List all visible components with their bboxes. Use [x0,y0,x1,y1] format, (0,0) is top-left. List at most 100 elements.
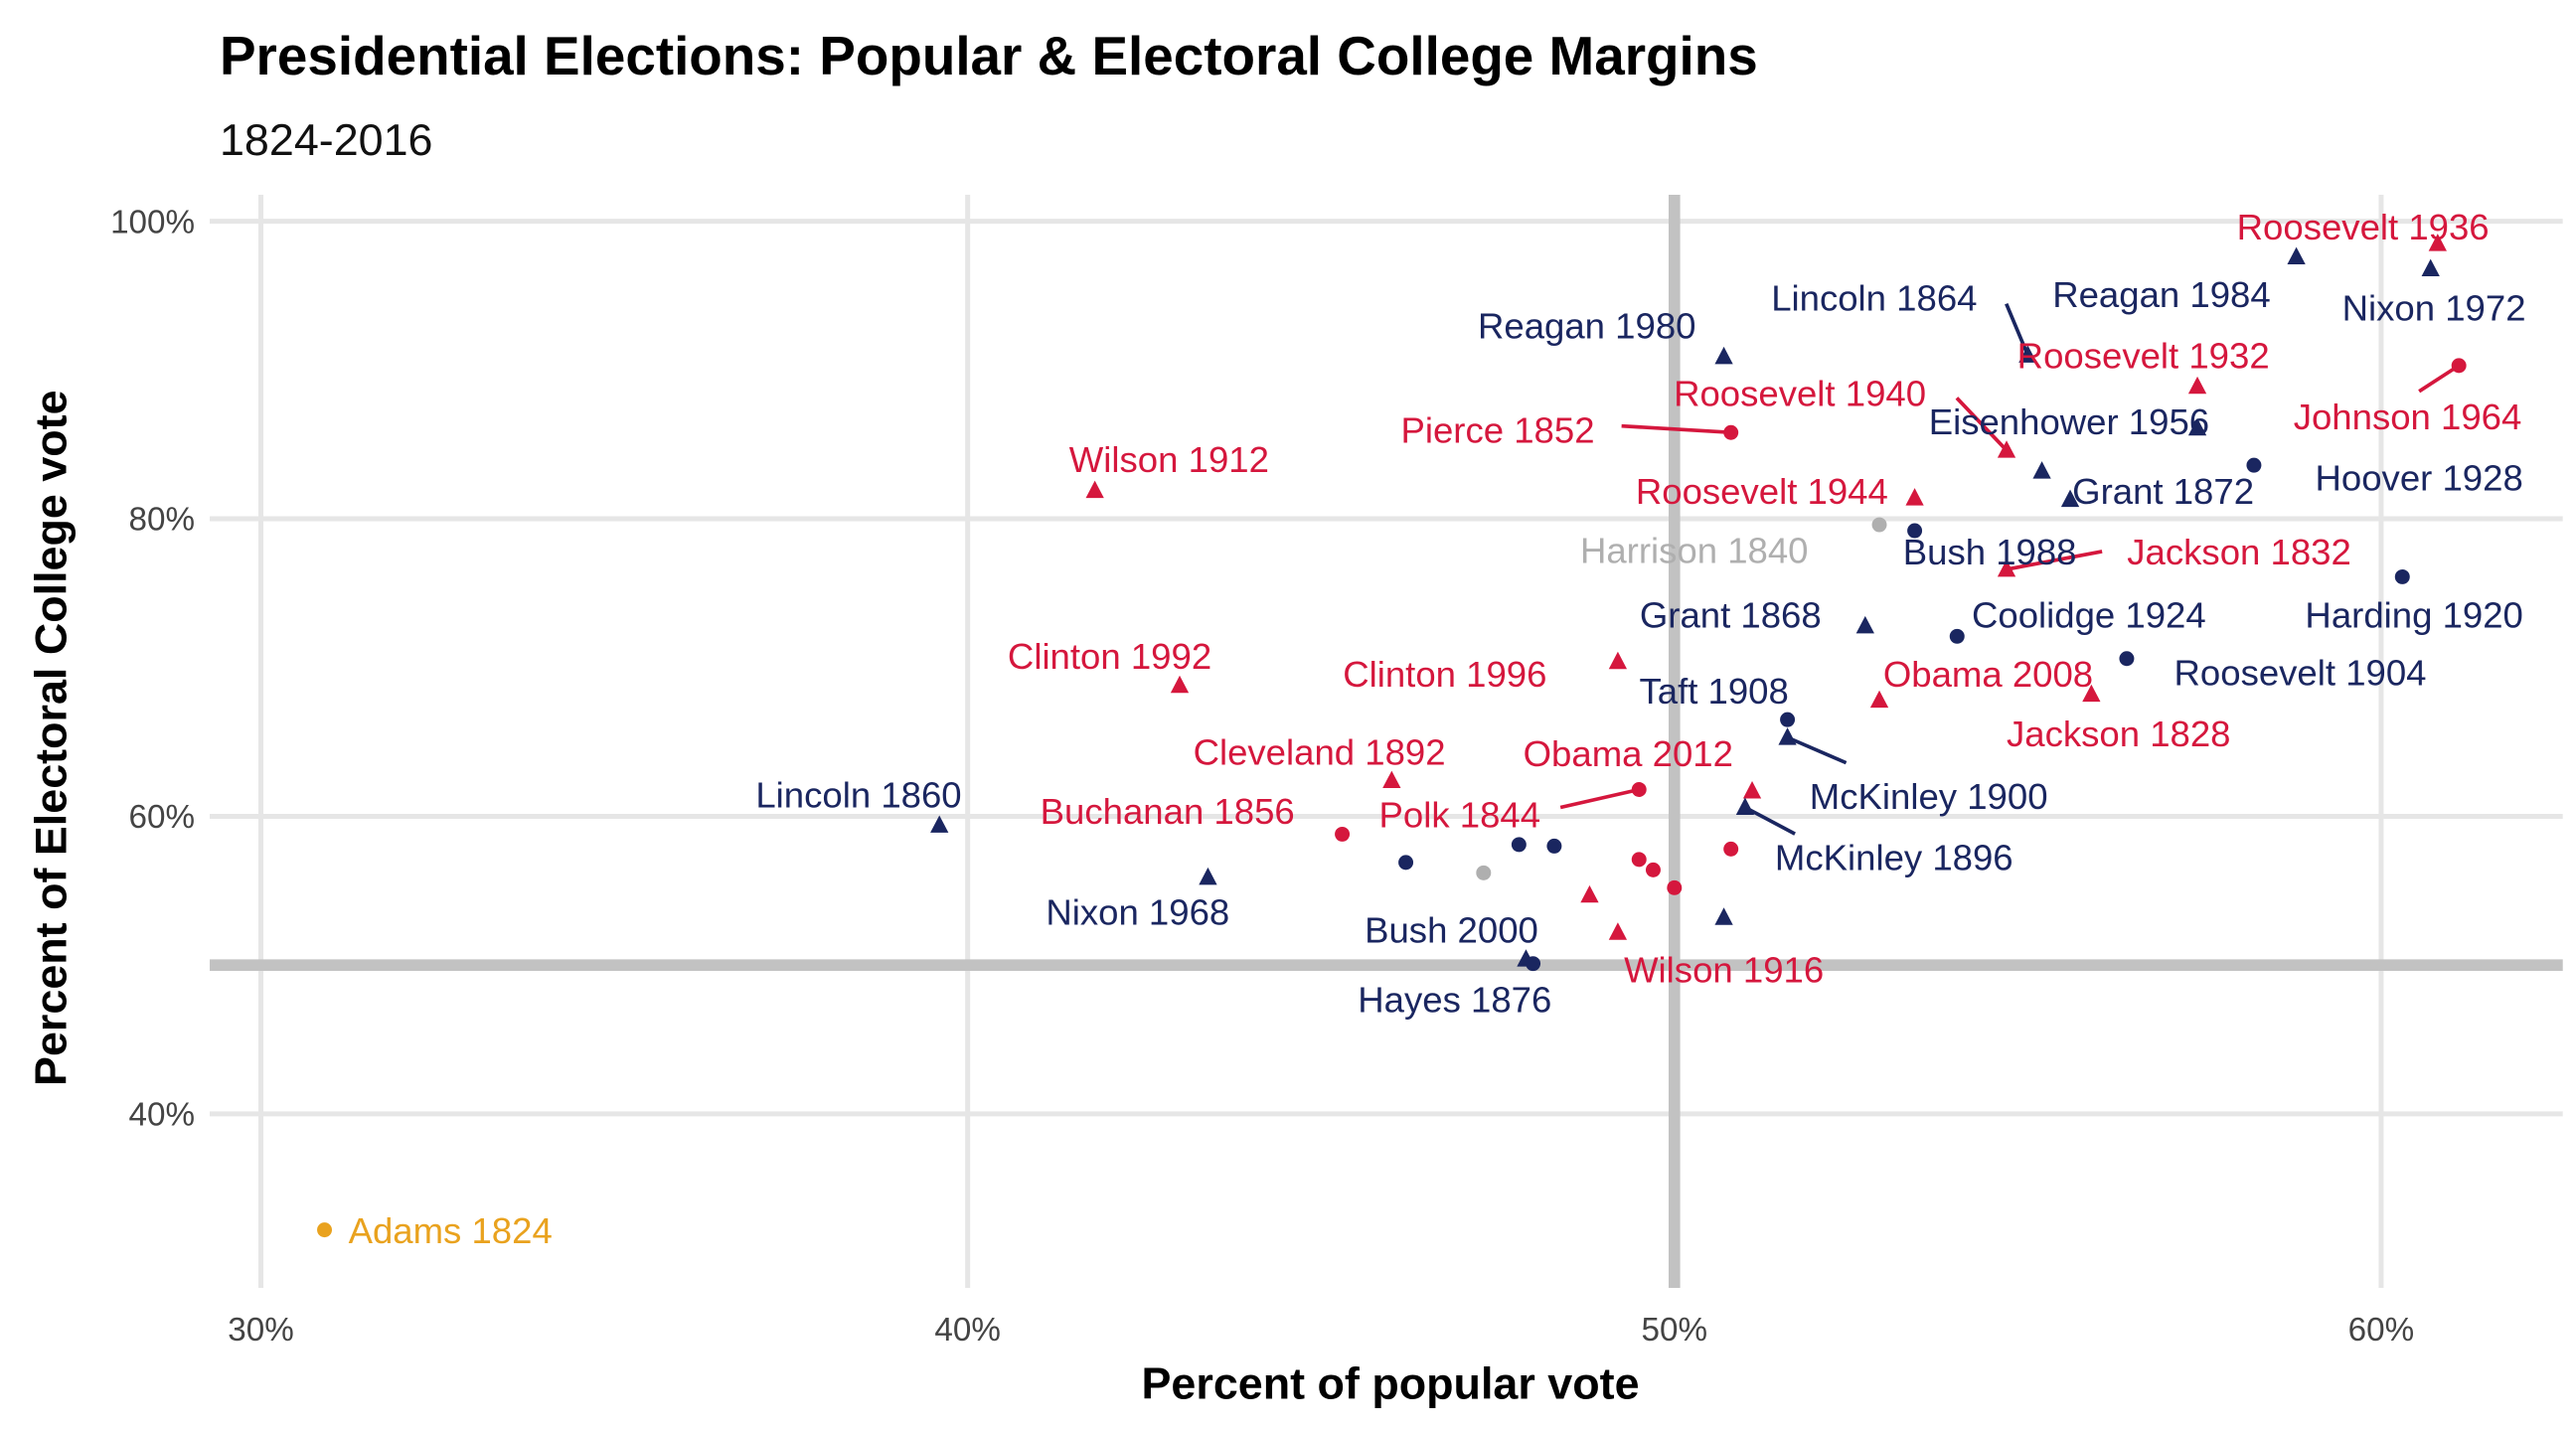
triangle-point [2060,489,2080,508]
circle-point [1335,826,1351,842]
triangle-point [2018,345,2037,363]
x-tick-label: 50% [1642,1312,1708,1349]
leader-line [1786,735,1848,765]
point-label: Grant 1872 [2072,471,2254,512]
point-label: Grant 1868 [1640,594,1822,635]
y-tick-label: 80% [129,502,196,539]
circle-point [1631,782,1647,797]
y-tick-label: 60% [129,799,196,836]
point-label: McKinley 1900 [1810,776,2048,817]
point-label: Roosevelt 1932 [2017,336,2270,377]
chart-title: Presidential Elections: Popular & Electo… [220,25,1758,86]
point-label: Roosevelt 1904 [2174,653,2427,694]
point-label: McKinley 1896 [1775,838,2013,878]
circle-point [1511,837,1527,853]
point-label: Polk 1844 [1379,794,1541,835]
x-tick-label: 30% [228,1312,294,1349]
point-labels: Roosevelt 1936 Reagan 1984 Nixon 1972 Linco… [349,207,2526,1251]
circle-point [1526,956,1541,972]
point-label: Obama 2008 [1883,654,2093,695]
triangle-point [1199,867,1217,885]
triangle-point [1855,615,1874,634]
point-label: Coolidge 1924 [1972,594,2206,635]
leader-line [1955,397,2009,452]
point-label: Lincoln 1864 [1771,277,1977,318]
circle-point [1780,712,1796,727]
point-label: Reagan 1984 [2052,274,2270,315]
triangle-point [1735,797,1755,815]
circle-point [1667,879,1683,895]
triangle-point [2032,461,2051,479]
tick-labels: 30% 40% 50% 60% 40% 60% 80% 100% [110,204,2414,1349]
point-label: Obama 2012 [1524,733,1733,774]
x-tick-label: 60% [2348,1312,2415,1349]
gridlines [210,195,2563,1288]
chart-subtitle: 1824-2016 [220,114,433,165]
leader-line [1559,787,1640,810]
point-label: Eisenhower 1956 [1929,401,2209,442]
triangle-point [2287,246,2306,265]
point-label: Reagan 1980 [1478,306,1695,347]
point-label: Roosevelt 1936 [2237,207,2490,247]
circle-point [2119,651,2135,667]
label-leader-lines [1559,303,2461,836]
triangle-point [930,815,949,833]
y-tick-label: 40% [129,1097,196,1134]
point-label: Hoover 1928 [2316,457,2523,498]
triangle-point [1997,558,2016,577]
point-label: Jackson 1832 [2127,532,2351,572]
point-label: Lincoln 1860 [755,774,961,815]
point-label: Wilson 1912 [1069,439,1269,480]
triangle-point [1170,675,1190,694]
point-label: Nixon 1972 [2342,287,2526,328]
leader-line [2418,364,2461,394]
triangle-point [1778,727,1797,745]
triangle-point [1742,781,1762,799]
point-label: Bush 2000 [1365,910,1538,951]
circle-point [1949,628,1965,644]
point-label: Harding 1920 [2305,594,2522,635]
triangle-point [1608,651,1628,670]
y-tick-label: 100% [110,204,195,240]
circle-point [1907,523,1923,539]
triangle-point [2421,258,2440,277]
point-label: Roosevelt 1940 [1674,374,1926,414]
circle-point [1871,517,1887,533]
leader-line [1744,805,1796,836]
point-label: Bush 1988 [1903,532,2077,572]
point-label: Wilson 1916 [1624,950,1824,991]
triangle-point [1608,922,1628,940]
point-label: Buchanan 1856 [1041,791,1295,832]
circle-point [1645,862,1661,877]
circle-point [317,1222,333,1238]
point-label: Jackson 1828 [2007,714,2231,754]
circle-point [2246,457,2262,473]
triangle-point [1869,690,1889,709]
y-axis-title: Percent of Electoral College vote [25,390,76,1086]
triangle-point [2187,376,2207,395]
triangle-point [1580,884,1599,903]
point-label: Cleveland 1892 [1194,731,1446,772]
point-label: Clinton 1992 [1008,636,1211,677]
leader-line [2005,303,2030,357]
triangle-point [1905,488,1924,506]
triangle-point [1997,440,2016,458]
circle-point [2394,568,2410,584]
triangle-point [2428,234,2447,251]
triangle-point [2082,684,2101,703]
circle-point [1476,865,1492,880]
point-label: Roosevelt 1944 [1636,471,1888,512]
point-label: Adams 1824 [349,1210,553,1251]
triangle-point [1382,770,1401,789]
circle-point [1631,852,1647,868]
triangle-point [1714,907,1733,925]
circle-point [1398,855,1414,871]
x-tick-label: 40% [934,1312,1001,1349]
leader-line [1621,423,1731,435]
data-points [317,234,2467,1238]
circle-point [2451,358,2467,374]
point-label: Pierce 1852 [1400,409,1594,450]
circle-point [1723,841,1739,857]
point-label: Johnson 1964 [2294,397,2522,437]
